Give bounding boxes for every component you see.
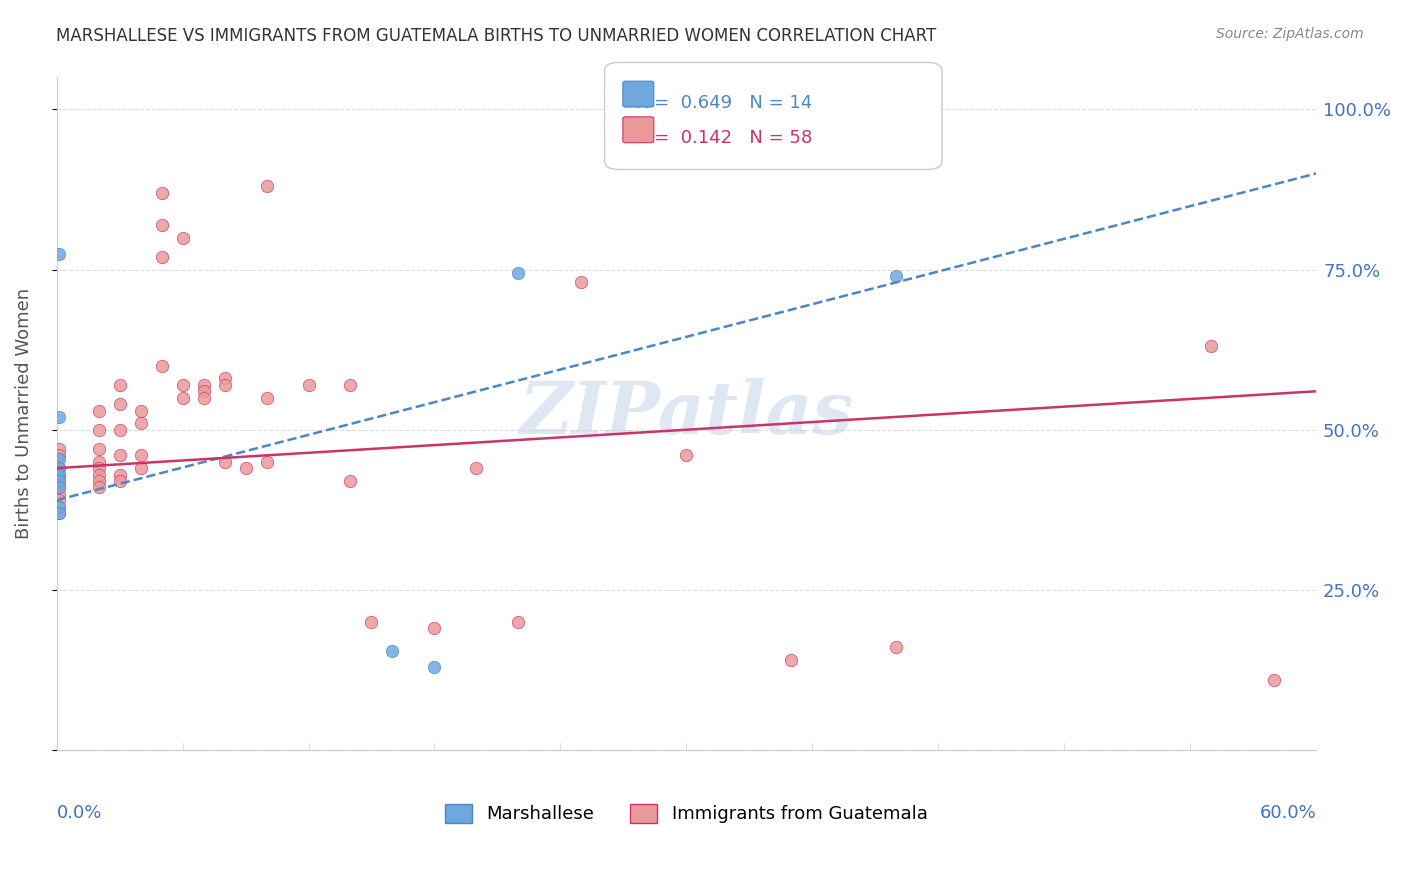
Point	[423, 621, 446, 635]
Point	[48, 480, 70, 494]
Point	[129, 448, 152, 462]
Point	[48, 493, 70, 508]
Point	[129, 461, 152, 475]
Point	[1263, 673, 1285, 687]
Point	[214, 455, 236, 469]
Point	[256, 179, 278, 194]
Point	[150, 218, 173, 232]
Point	[423, 659, 446, 673]
Point	[48, 461, 70, 475]
Point	[48, 451, 70, 466]
Point	[235, 461, 257, 475]
Text: 60.0%: 60.0%	[1260, 804, 1316, 822]
Point	[48, 409, 70, 424]
Point	[48, 506, 70, 520]
Point	[256, 455, 278, 469]
Point	[87, 442, 110, 456]
Point	[1199, 339, 1222, 353]
Point	[256, 391, 278, 405]
Point	[129, 403, 152, 417]
Point	[339, 377, 361, 392]
Text: ZIPatlas: ZIPatlas	[519, 378, 853, 450]
Point	[48, 474, 70, 488]
Point	[87, 480, 110, 494]
Point	[150, 186, 173, 200]
Point	[569, 276, 592, 290]
Legend: Marshallese, Immigrants from Guatemala: Marshallese, Immigrants from Guatemala	[437, 797, 935, 830]
Point	[48, 506, 70, 520]
Point	[339, 474, 361, 488]
Point	[48, 461, 70, 475]
Point	[108, 397, 131, 411]
Point	[193, 377, 215, 392]
Point	[48, 500, 70, 514]
Point	[129, 417, 152, 431]
Text: 0.0%: 0.0%	[56, 804, 103, 822]
Point	[508, 615, 530, 629]
Point	[48, 442, 70, 456]
Point	[87, 467, 110, 482]
Point	[108, 448, 131, 462]
Point	[465, 461, 488, 475]
Point	[884, 268, 907, 283]
Text: Source: ZipAtlas.com: Source: ZipAtlas.com	[1216, 27, 1364, 41]
Point	[172, 230, 194, 244]
Point	[381, 643, 404, 657]
Point	[780, 653, 803, 667]
Point	[884, 640, 907, 655]
Point	[48, 448, 70, 462]
Point	[48, 467, 70, 482]
Point	[172, 377, 194, 392]
Text: MARSHALLESE VS IMMIGRANTS FROM GUATEMALA BIRTHS TO UNMARRIED WOMEN CORRELATION C: MARSHALLESE VS IMMIGRANTS FROM GUATEMALA…	[56, 27, 936, 45]
Point	[193, 391, 215, 405]
Point	[48, 500, 70, 514]
Point	[48, 467, 70, 482]
Point	[214, 377, 236, 392]
Point	[48, 246, 70, 260]
Point	[87, 423, 110, 437]
Point	[48, 480, 70, 494]
Point	[87, 474, 110, 488]
Point	[214, 371, 236, 385]
Point	[87, 455, 110, 469]
Text: R =  0.142   N = 58: R = 0.142 N = 58	[636, 129, 811, 147]
Point	[48, 474, 70, 488]
Point	[508, 266, 530, 280]
Point	[297, 377, 319, 392]
Point	[150, 359, 173, 373]
Point	[87, 403, 110, 417]
Point	[108, 377, 131, 392]
Point	[108, 423, 131, 437]
Point	[193, 384, 215, 399]
Point	[48, 487, 70, 501]
Y-axis label: Births to Unmarried Women: Births to Unmarried Women	[15, 288, 32, 540]
Point	[108, 467, 131, 482]
Point	[172, 391, 194, 405]
Text: R =  0.649   N = 14: R = 0.649 N = 14	[636, 94, 811, 112]
Point	[87, 461, 110, 475]
Point	[150, 250, 173, 264]
Point	[360, 615, 382, 629]
Point	[108, 474, 131, 488]
Point	[675, 448, 697, 462]
